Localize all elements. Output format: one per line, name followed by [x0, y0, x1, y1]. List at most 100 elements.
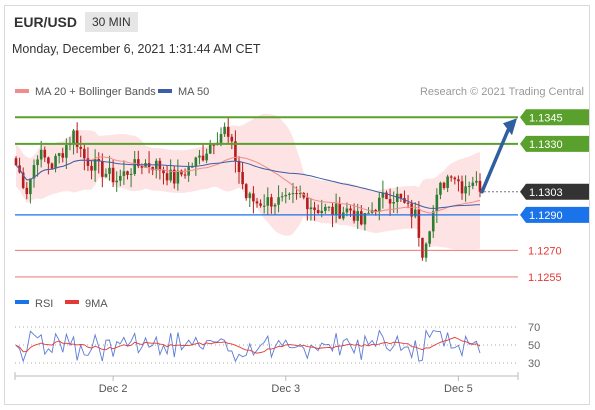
candle-body: [360, 211, 363, 225]
resistance-tag: [520, 135, 589, 152]
candle-body: [79, 146, 83, 149]
candle-body: [374, 210, 377, 212]
candle-body: [172, 169, 176, 184]
candle-body: [75, 130, 79, 147]
candle-body: [212, 144, 216, 146]
candle-body: [273, 204, 277, 207]
ma50-line: [15, 159, 481, 209]
candle-body: [277, 197, 280, 205]
candle-body: [21, 172, 25, 188]
candle-body: [190, 166, 194, 168]
candle-body: [324, 206, 327, 211]
candle-body: [133, 159, 136, 174]
pivot-tag: [520, 206, 589, 223]
candle-body: [61, 153, 65, 158]
bollinger-band: [16, 113, 480, 250]
candle-body: [208, 144, 212, 154]
candle-body: [230, 136, 234, 142]
candle-body: [266, 197, 270, 206]
candle-body: [327, 206, 331, 208]
rsi-line: [15, 329, 481, 363]
chart-header: EUR/USD 30 MIN: [5, 6, 589, 36]
candle-body: [345, 208, 349, 213]
candle-body: [111, 167, 115, 183]
candle-body: [298, 193, 302, 195]
candle-body: [320, 210, 324, 213]
candle-body: [154, 160, 158, 171]
ma20-legend-swatch: [15, 89, 29, 93]
candle-body: [262, 205, 266, 207]
candle-body: [25, 187, 29, 195]
last-price-tag: [520, 183, 589, 200]
candle-body: [65, 145, 68, 158]
ma20-line: [15, 156, 481, 214]
candle-body: [395, 193, 399, 203]
candle-body: [280, 196, 284, 198]
candle-body: [431, 211, 435, 232]
candle-body: [140, 166, 144, 168]
candle-body: [410, 203, 413, 217]
candle-body: [162, 170, 165, 174]
candle-body: [244, 184, 248, 199]
resistance-label: 1.1345: [529, 112, 563, 124]
last-price-label: 1.1303: [529, 187, 563, 199]
candle-body: [194, 157, 198, 167]
candle-body: [475, 180, 478, 183]
candle-body: [439, 182, 442, 195]
candle-body: [126, 171, 129, 175]
candle-body: [144, 163, 147, 168]
candle-body: [93, 159, 97, 171]
candle-body: [349, 208, 352, 211]
candle-body: [241, 172, 244, 185]
candle-body: [29, 178, 32, 195]
candle-body: [352, 210, 356, 221]
timeframe-badge[interactable]: 30 MIN: [85, 12, 138, 32]
candle-body: [223, 126, 226, 135]
candle-body: [83, 148, 86, 159]
candle-body: [187, 167, 190, 176]
candle-body: [136, 159, 140, 167]
candle-body: [435, 194, 439, 212]
candle-body: [457, 179, 460, 182]
candle-body: [219, 134, 223, 143]
candle-body: [259, 203, 262, 206]
candle-body: [129, 173, 133, 175]
candle-body: [464, 186, 467, 194]
rsi-level-label: 30: [528, 358, 540, 370]
candle-body: [381, 192, 385, 198]
resistance-tag: [520, 109, 589, 126]
candle-body: [471, 182, 475, 187]
candle-body: [442, 182, 446, 188]
ma9-legend-swatch: [65, 300, 79, 304]
support-label: 1.1270: [528, 245, 562, 257]
candle-body: [478, 180, 482, 192]
rsi-level-label: 70: [528, 322, 540, 334]
candle-body: [295, 193, 298, 195]
candle-body: [151, 166, 154, 171]
candle-body: [205, 153, 208, 161]
candle-body: [406, 202, 410, 204]
candle-body: [316, 210, 320, 213]
candle-body: [97, 159, 101, 162]
support-label: 1.1255: [528, 272, 562, 284]
candle-body: [417, 209, 421, 238]
candle-body: [403, 198, 406, 203]
candle-body: [248, 193, 252, 199]
ma20-legend-label: MA 20 + Bollinger Bands: [35, 86, 156, 98]
ma50-legend-swatch: [158, 89, 172, 93]
candle-body: [14, 158, 18, 166]
candle-body: [331, 206, 334, 216]
candle-body: [72, 130, 75, 144]
candle-body: [43, 149, 47, 158]
candle-body: [47, 157, 50, 164]
candle-body: [284, 194, 288, 197]
rsi-ma9-line: [15, 336, 481, 354]
candle-body: [252, 193, 255, 202]
candle-body: [388, 199, 392, 204]
candle-body: [446, 176, 449, 188]
candle-body: [302, 193, 306, 198]
candle-body: [460, 181, 464, 194]
candle-body: [104, 173, 108, 177]
candle-body: [32, 165, 36, 179]
rsi-legend-label: RSI: [35, 298, 53, 310]
